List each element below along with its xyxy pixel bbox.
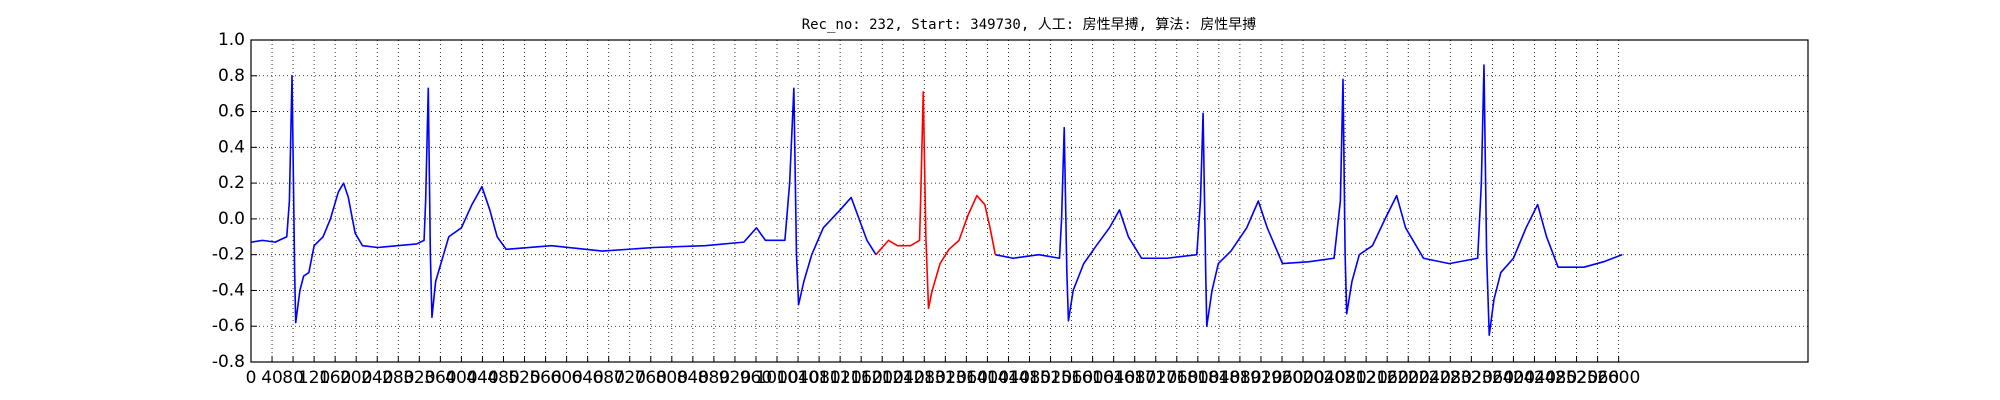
x-tick-label: 1880 (1218, 368, 1261, 388)
x-tick-label: 2560 (1576, 368, 1619, 388)
x-tick-label: 40 (261, 368, 283, 388)
x-tick-label: 1920 (1239, 368, 1282, 388)
x-tick-label: 2280 (1429, 368, 1472, 388)
x-tick-label: 640 (571, 368, 603, 388)
x-tick-label: 1600 (1071, 368, 1114, 388)
x-tick-label: 2240 (1408, 368, 1451, 388)
x-tick-label: 960 (740, 368, 772, 388)
x-tick-label: 280 (382, 368, 414, 388)
x-tick-label: 360 (424, 368, 456, 388)
x-tick-label: 480 (487, 368, 519, 388)
plot-frame (250, 39, 1809, 363)
x-tick-label: 1760 (1155, 368, 1198, 388)
y-tick-label: -0.6 (212, 316, 245, 336)
y-tick-label: 0.2 (218, 173, 245, 193)
y-tick-label: 0.8 (218, 66, 245, 86)
x-tick-label: 1400 (966, 368, 1009, 388)
x-tick-label: 1320 (924, 368, 967, 388)
x-tick-label: 200 (340, 368, 372, 388)
x-tick-label: 760 (635, 368, 667, 388)
x-tick-label: 1160 (840, 368, 883, 388)
x-tick-label: 120 (298, 368, 330, 388)
x-tick-label: 1640 (1092, 368, 1135, 388)
x-tick-label: 800 (656, 368, 688, 388)
x-tick-label: 2320 (1450, 368, 1493, 388)
y-tick-label: 1.0 (218, 30, 245, 50)
x-tick-label: 240 (361, 368, 393, 388)
x-tick-label: 1080 (797, 368, 840, 388)
x-tick-label: 1120 (819, 368, 862, 388)
x-tick-label: 2120 (1345, 368, 1388, 388)
x-tick-label: 320 (403, 368, 435, 388)
x-tick-label: 2080 (1323, 368, 1366, 388)
signal-line (995, 64, 1623, 336)
x-tick-label: 680 (592, 368, 624, 388)
x-tick-label: 2520 (1555, 368, 1598, 388)
x-tick-label: 1280 (903, 368, 946, 388)
x-tick-label: 2200 (1387, 368, 1430, 388)
x-tick-label: 920 (719, 368, 751, 388)
x-tick-label: 2000 (1281, 368, 1324, 388)
x-tick-label: 1000 (755, 368, 798, 388)
x-tick-label: 2040 (1302, 368, 1345, 388)
x-tick-label: 520 (508, 368, 540, 388)
x-tick-label: 1840 (1197, 368, 1240, 388)
x-tick-label: 80 (282, 368, 304, 388)
x-tick-label: 2160 (1366, 368, 1409, 388)
x-tick-label: 1480 (1008, 368, 1051, 388)
x-tick-label: 1520 (1029, 368, 1072, 388)
y-tick-label: -0.2 (212, 245, 245, 265)
x-tick-label: 2600 (1597, 368, 1640, 388)
x-tick-label: 1680 (1113, 368, 1156, 388)
x-tick-label: 840 (677, 368, 709, 388)
y-tick-label: 0.6 (218, 102, 245, 122)
x-tick-label: 720 (614, 368, 646, 388)
chart-title: Rec_no: 232, Start: 349730, 人工: 房性早搏, 算法… (802, 16, 1257, 33)
x-tick-label: 1960 (1260, 368, 1303, 388)
x-tick-label: 1800 (1176, 368, 1219, 388)
x-tick-label: 2440 (1513, 368, 1556, 388)
x-tick-label: 2480 (1534, 368, 1577, 388)
x-tick-label: 560 (529, 368, 561, 388)
signal-line (250, 74, 877, 324)
x-tick-label: 1440 (987, 368, 1030, 388)
y-tick-label: -0.4 (212, 280, 245, 300)
x-tick-label: 2400 (1492, 368, 1535, 388)
y-tick-label: -0.8 (212, 352, 245, 372)
x-tick-label: 1720 (1134, 368, 1177, 388)
x-tick-label: 160 (319, 368, 351, 388)
x-tick-label: 2360 (1471, 368, 1514, 388)
x-tick-label: 440 (466, 368, 498, 388)
x-tick-label: 0 (246, 368, 257, 388)
x-tick-label: 400 (445, 368, 477, 388)
x-tick-label: 1200 (861, 368, 904, 388)
x-tick-label: 1560 (1050, 368, 1093, 388)
y-tick-label: 0.4 (218, 137, 245, 157)
x-tick-label: 880 (698, 368, 730, 388)
x-tick-label: 1040 (776, 368, 819, 388)
x-tick-label: 600 (550, 368, 582, 388)
y-tick-label: 0.0 (218, 209, 245, 229)
x-tick-label: 1240 (882, 368, 925, 388)
x-tick-label: 1360 (945, 368, 988, 388)
signal-line (875, 91, 997, 310)
